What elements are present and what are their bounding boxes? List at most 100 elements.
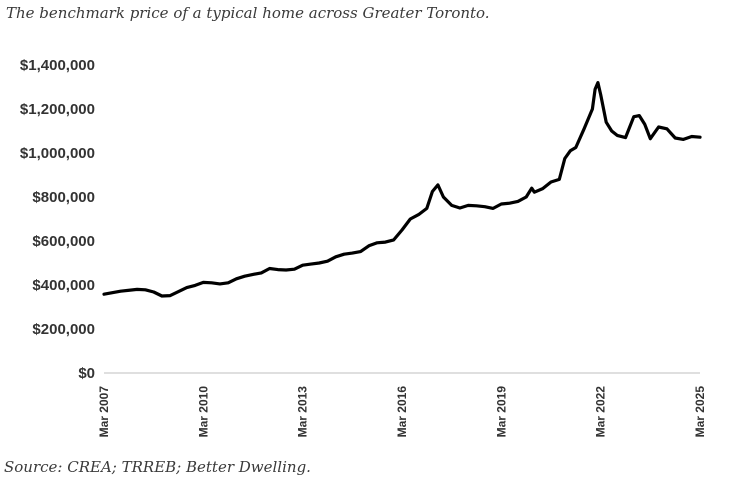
data-point [475, 205, 478, 207]
data-point [119, 290, 122, 293]
data-point [583, 128, 585, 130]
data-point [401, 229, 403, 231]
data-point [318, 262, 321, 264]
data-point [657, 126, 660, 128]
x-tick-label: Mar 2019 [494, 386, 508, 438]
data-point [517, 200, 519, 203]
data-point [575, 146, 577, 149]
data-point [674, 137, 676, 139]
x-axis: Mar 2007 Mar 2010 Mar 2013 Mar 2016 Mar 2019… [97, 372, 707, 438]
data-point [666, 128, 668, 130]
x-tick-label: Mar 2022 [594, 386, 608, 438]
data-point [152, 291, 155, 293]
data-point [533, 191, 536, 193]
y-tick-label: $600,000 [32, 233, 95, 250]
data-point [169, 294, 171, 297]
data-point [285, 269, 287, 271]
data-point [136, 288, 138, 291]
data-point [194, 284, 196, 287]
data-point [525, 196, 527, 198]
data-point [500, 203, 503, 205]
data-point [605, 121, 607, 123]
data-point [260, 272, 263, 274]
x-tick-label: Mar 2016 [395, 386, 409, 438]
data-point [599, 93, 602, 96]
data-point [616, 134, 618, 137]
y-tick-label: $1,200,000 [20, 101, 95, 118]
data-point [699, 136, 701, 138]
data-point [384, 241, 387, 243]
data-point [558, 178, 561, 181]
data-point [610, 130, 613, 132]
y-tick-label: $1,000,000 [20, 145, 95, 162]
source-note: Source: CREA; TRREB; Better Dwelling. [4, 458, 311, 476]
data-point [277, 268, 279, 271]
data-point [351, 252, 354, 254]
y-tick-label: $1,400,000 [20, 57, 95, 74]
series-line [102, 81, 702, 298]
data-point [202, 281, 205, 284]
data-point [492, 207, 494, 210]
series-layer [102, 81, 702, 298]
data-point [210, 282, 213, 284]
data-point [508, 202, 511, 204]
data-point [450, 204, 453, 207]
data-point [392, 239, 395, 241]
x-tick-label: Mar 2007 [97, 386, 111, 438]
data-point [431, 190, 434, 193]
data-point [376, 242, 379, 244]
data-point [359, 250, 362, 253]
data-point [343, 253, 345, 255]
data-point [564, 157, 566, 160]
data-point [301, 264, 304, 267]
data-point [409, 218, 412, 220]
data-point [310, 263, 312, 265]
data-point [484, 205, 486, 208]
data-point [633, 115, 635, 118]
data-point [459, 207, 461, 209]
data-point [437, 184, 439, 186]
data-point [467, 204, 470, 207]
data-point [335, 255, 337, 258]
x-tick-label: Mar 2010 [196, 386, 210, 438]
data-point [417, 213, 420, 216]
data-point [426, 207, 428, 210]
data-point [186, 286, 188, 289]
data-point [326, 260, 329, 263]
data-point [594, 88, 596, 90]
data-point [227, 282, 229, 284]
data-point [591, 108, 594, 110]
data-point [177, 290, 180, 293]
x-tick-label: Mar 2025 [693, 386, 707, 438]
data-point [235, 278, 238, 280]
data-point [243, 275, 246, 278]
data-point [530, 187, 533, 189]
data-point [252, 273, 254, 276]
y-tick-label: $800,000 [32, 189, 95, 206]
data-point [550, 181, 552, 183]
data-point [161, 295, 163, 297]
data-point [268, 267, 271, 270]
data-point [442, 196, 445, 198]
data-point [144, 289, 147, 291]
x-tick-label: Mar 2013 [296, 386, 310, 438]
data-point [597, 81, 599, 84]
y-tick-label: $200,000 [32, 321, 95, 338]
y-tick-label: $0 [78, 365, 95, 382]
data-point [649, 137, 652, 140]
y-tick-label: $400,000 [32, 277, 95, 294]
data-point [293, 268, 296, 271]
data-point [644, 123, 646, 126]
y-axis: $0 $200,000 $400,000 $600,000 $800,000 $1,000… [20, 57, 95, 382]
data-point [624, 136, 627, 139]
chart-subtitle: The benchmark price of a typical home ac… [6, 4, 490, 22]
data-point [690, 135, 693, 138]
data-point [368, 245, 370, 247]
data-point [103, 293, 105, 296]
data-point [541, 187, 544, 190]
data-point [638, 114, 641, 117]
data-point [569, 150, 572, 152]
data-point [219, 283, 221, 285]
